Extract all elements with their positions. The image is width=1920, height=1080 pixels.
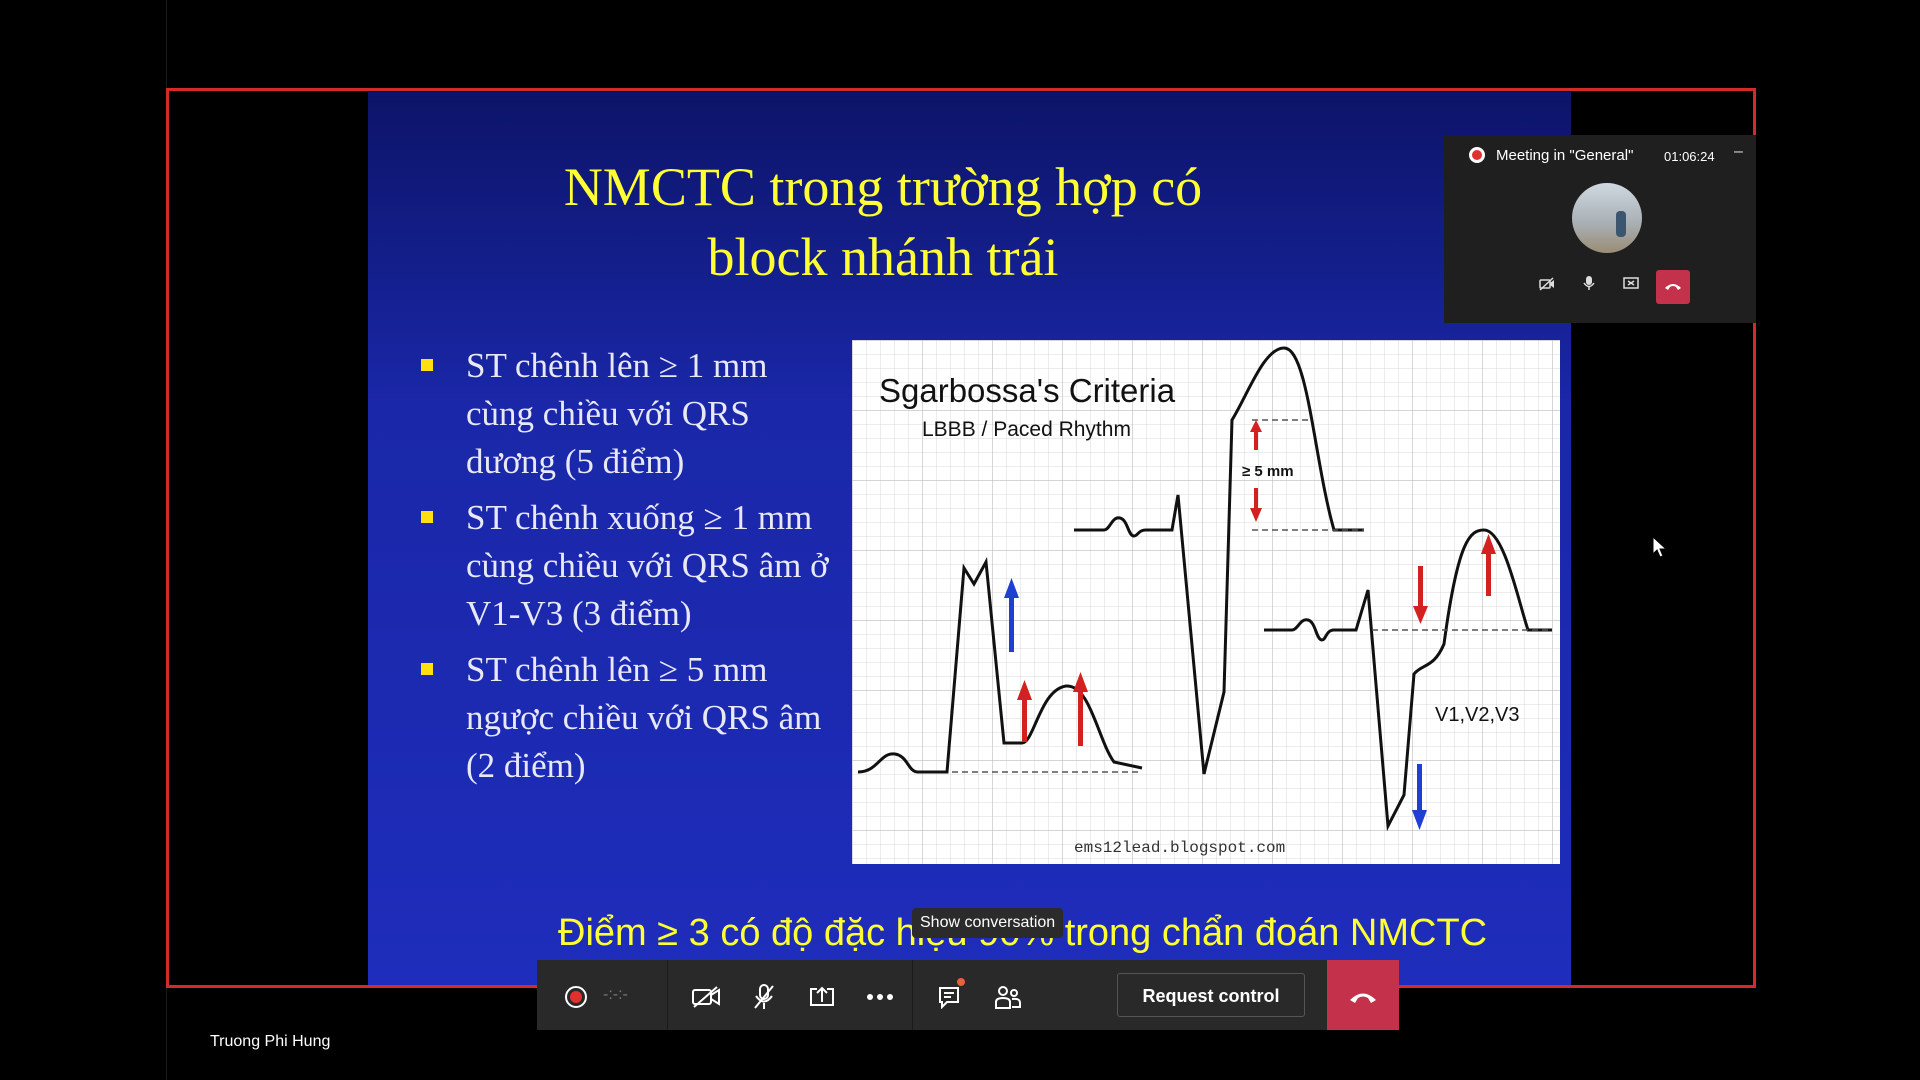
source-credit: ems12lead.blogspot.com: [1074, 839, 1285, 857]
recording-icon: [1469, 147, 1485, 163]
participants-button[interactable]: [977, 960, 1039, 1030]
left-panel: [0, 0, 167, 1080]
participant-name: Truong Phi Hung: [210, 1033, 331, 1050]
meeting-mini-window[interactable]: Meeting in "General" 01:06:24 –: [1444, 135, 1756, 323]
presentation-slide: NMCTC trong trường hợp có block nhánh tr…: [368, 92, 1571, 985]
chat-icon: [939, 987, 959, 1010]
mini-camera-off-icon[interactable]: [1530, 270, 1564, 304]
meeting-title: Meeting in "General": [1496, 147, 1634, 164]
blue-arrow-icon: [1004, 578, 1427, 830]
mouse-cursor-icon: [1652, 535, 1668, 564]
meeting-controls-bar: -:-:- Request control: [537, 960, 1399, 1030]
slide-title: NMCTC trong trường hợp có block nhánh tr…: [563, 157, 1203, 287]
red-arrow-icon: [1017, 420, 1496, 746]
participants-icon: [995, 986, 1021, 1010]
record-icon: [565, 986, 587, 1009]
ecg-figure: Sgarbossa's Criteria LBBB / Paced Rhythm…: [852, 340, 1560, 864]
ecg-trace-3: [1264, 528, 1552, 832]
bullet-item: ST chênh lên ≥ 5 mm ngược chiều với QRS …: [418, 646, 838, 790]
minimize-button[interactable]: –: [1734, 143, 1743, 160]
mic-toggle-button[interactable]: [733, 960, 795, 1030]
ecg-trace-2: [1074, 346, 1364, 775]
mini-share-icon[interactable]: [1614, 270, 1648, 304]
hang-up-button[interactable]: [1327, 960, 1399, 1030]
more-icon: [867, 994, 893, 1001]
notification-dot: [957, 978, 965, 986]
show-conversation-tooltip: Show conversation: [912, 908, 1064, 938]
bullet-square-icon: [421, 511, 433, 523]
measure-label: ≥ 5 mm: [1242, 463, 1294, 480]
meeting-timer: 01:06:24: [1664, 149, 1715, 164]
mic-off-icon: [754, 984, 774, 1010]
more-actions-button[interactable]: [849, 960, 911, 1030]
hang-up-icon: [1350, 993, 1376, 1004]
ecg-trace-1: [857, 557, 1143, 774]
bullet-item: ST chênh lên ≥ 1 mm cùng chiều với QRS d…: [418, 342, 838, 486]
mini-hang-up-icon[interactable]: [1656, 270, 1690, 304]
bullet-list: ST chênh lên ≥ 1 mm cùng chiều với QRS d…: [418, 342, 838, 798]
share-screen-button[interactable]: [791, 960, 853, 1030]
bullet-item: ST chênh xuống ≥ 1 mm cùng chiều với QRS…: [418, 494, 838, 638]
bullet-square-icon: [421, 359, 433, 371]
ecg-baseline-2: [1252, 419, 1364, 531]
request-control-button[interactable]: Request control: [1117, 973, 1305, 1017]
camera-off-icon: [692, 986, 720, 1008]
leads-label: V1,V2,V3: [1435, 704, 1520, 726]
record-button[interactable]: [545, 960, 607, 1030]
mini-mic-icon[interactable]: [1572, 270, 1606, 304]
camera-toggle-button[interactable]: [675, 960, 737, 1030]
share-screen-icon: [810, 986, 834, 1007]
figure-title: Sgarbossa's Criteria: [879, 372, 1176, 409]
show-conversation-button[interactable]: [919, 960, 981, 1030]
call-timer: -:-:-: [603, 986, 628, 1003]
avatar: [1572, 183, 1642, 253]
ecg-grid: [852, 340, 1560, 864]
figure-subtitle: LBBB / Paced Rhythm: [922, 418, 1131, 441]
bullet-square-icon: [421, 663, 433, 675]
